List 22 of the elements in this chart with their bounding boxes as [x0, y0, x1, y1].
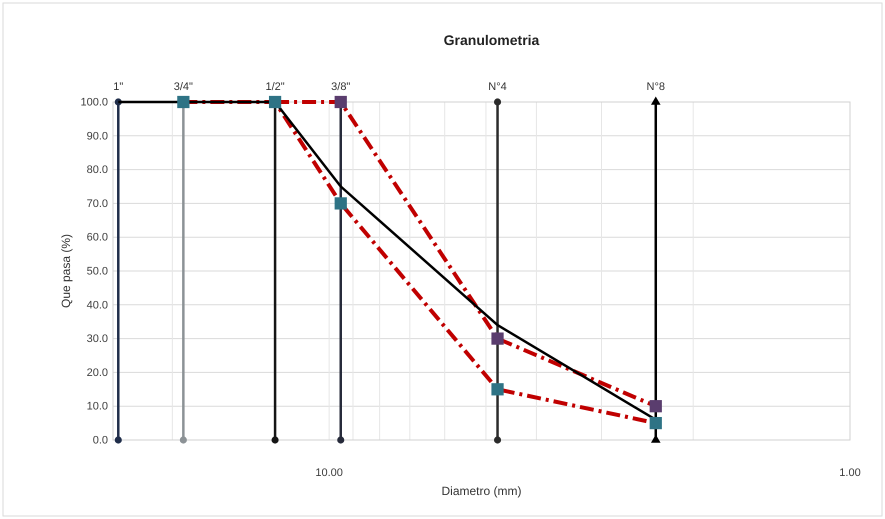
y-tick-label: 20.0: [86, 366, 108, 379]
y-tick-label: 70.0: [86, 198, 108, 210]
y-tick-label: 90.0: [86, 130, 108, 142]
series-label: 3/8": [331, 81, 350, 93]
y-axis-title: Que pasa (%): [59, 234, 73, 308]
y-tick-label: 100.0: [80, 96, 108, 109]
x-tick-label: 1.00: [839, 466, 861, 479]
x-tick-label: 10.00: [315, 466, 343, 479]
series-label: 1": [113, 81, 124, 93]
y-tick-label: 80.0: [86, 164, 108, 176]
y-tick-label: 30.0: [86, 333, 108, 346]
y-tick-label: 10.0: [86, 400, 108, 413]
y-tick-label: 40.0: [86, 299, 108, 312]
series-label: N°4: [488, 81, 507, 93]
series-label: 1/2": [265, 81, 285, 93]
series-label: N°8: [646, 81, 665, 93]
y-tick-label: 60.0: [86, 232, 108, 244]
y-tick-label: 0.0: [92, 434, 108, 447]
y-tick-label: 50.0: [86, 266, 108, 278]
x-axis-title: Diametro (mm): [442, 484, 522, 498]
series-label: 3/4": [174, 81, 194, 93]
chart-title: Granulometria: [444, 32, 540, 48]
